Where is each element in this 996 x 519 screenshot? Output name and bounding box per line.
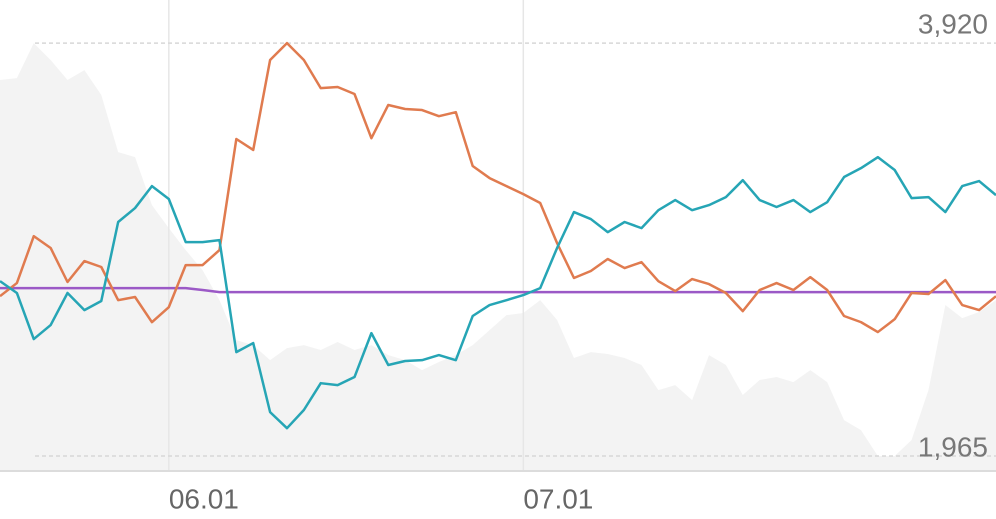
y-tick-label: 3,920 bbox=[918, 8, 988, 39]
x-tick-label: 07.01 bbox=[523, 483, 593, 514]
line bbox=[0, 41, 996, 334]
y-tick-label: 1,965 bbox=[918, 431, 988, 462]
line bbox=[0, 155, 996, 430]
area bbox=[0, 43, 996, 471]
x-tick-label: 06.01 bbox=[169, 483, 239, 514]
